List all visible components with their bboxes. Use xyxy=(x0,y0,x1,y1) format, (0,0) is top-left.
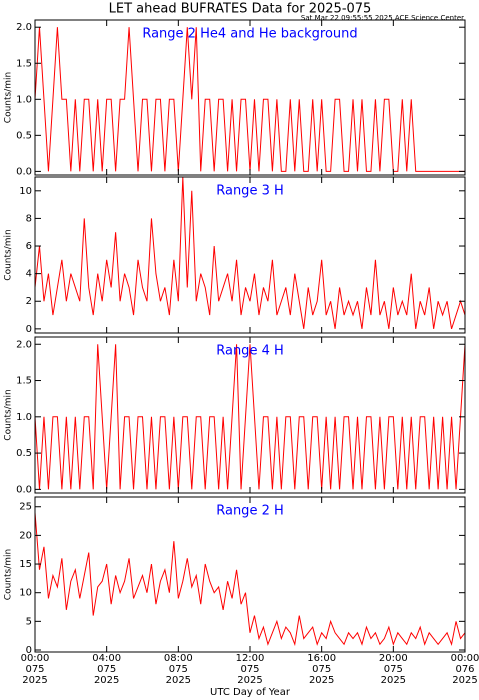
x-axis-label: UTC Day of Year xyxy=(210,687,291,698)
panel-title: Range 2 H xyxy=(216,504,284,519)
subtitle: Sat Mar 22 09:55:55 2025 ACE Science Cen… xyxy=(301,14,464,22)
x-tick-label: 2025 xyxy=(452,675,477,686)
x-tick-label: 075 xyxy=(240,664,259,675)
x-tick-label: 04:00 xyxy=(92,653,121,664)
y-axis-label: Counts/min xyxy=(4,72,14,123)
x-tick-label: 2025 xyxy=(166,675,191,686)
y-tick-label: 6 xyxy=(26,241,32,252)
x-tick-label: 08:00 xyxy=(164,653,193,664)
x-tick-label: 075 xyxy=(312,664,331,675)
y-tick-label: 0 xyxy=(26,324,32,335)
data-line xyxy=(34,176,466,330)
x-tick-label: 075 xyxy=(384,664,403,675)
x-tick-label: 00:00 xyxy=(21,653,50,664)
y-tick-label: 5 xyxy=(26,616,32,627)
x-tick-label: 20:00 xyxy=(379,653,408,664)
y-tick-label: 1.5 xyxy=(16,376,32,387)
y-tick-label: 1.5 xyxy=(16,58,32,69)
x-tick-label: 16:00 xyxy=(307,653,336,664)
y-axis-label: Counts/min xyxy=(4,229,14,280)
x-tick-label: 075 xyxy=(169,664,188,675)
page-title: LET ahead BUFRATES Data for 2025-075 xyxy=(109,2,372,17)
y-tick-label: 15 xyxy=(19,559,32,570)
y-tick-label: 25 xyxy=(19,502,32,513)
y-tick-label: 0.5 xyxy=(16,448,32,459)
panel-title: Range 2 He4 and He background xyxy=(142,27,357,42)
panel-title: Range 4 H xyxy=(216,344,284,359)
y-tick-label: 2 xyxy=(26,296,32,307)
y-tick-label: 4 xyxy=(26,269,32,280)
x-tick-label: 075 xyxy=(25,664,44,675)
y-tick-label: 1.0 xyxy=(16,94,32,105)
y-axis-label: Counts/min xyxy=(4,549,14,600)
x-tick-label: 2025 xyxy=(22,675,47,686)
y-tick-label: 0.0 xyxy=(16,484,32,495)
x-tick-label: 075 xyxy=(97,664,116,675)
x-tick-label: 2025 xyxy=(309,675,334,686)
y-tick-label: 0.5 xyxy=(16,130,32,141)
y-tick-label: 2.0 xyxy=(16,339,32,350)
panel-title: Range 3 H xyxy=(216,184,284,199)
x-tick-label: 2025 xyxy=(94,675,119,686)
y-axis-label: Counts/min xyxy=(4,389,14,440)
y-tick-label: 0.0 xyxy=(16,166,32,177)
y-tick-label: 10 xyxy=(19,588,32,599)
data-line xyxy=(34,512,466,647)
y-tick-label: 8 xyxy=(26,213,32,224)
x-tick-label: 2025 xyxy=(381,675,406,686)
x-tick-label: 076 xyxy=(455,664,474,675)
x-tick-label: 2025 xyxy=(237,675,262,686)
y-tick-label: 1.0 xyxy=(16,412,32,423)
x-tick-label: 00:00 xyxy=(451,653,479,664)
y-tick-label: 2.0 xyxy=(16,22,32,33)
x-tick-label: 12:00 xyxy=(236,653,265,664)
y-tick-label: 20 xyxy=(19,530,32,541)
y-tick-label: 0 xyxy=(26,645,32,656)
y-tick-label: 10 xyxy=(19,186,32,197)
